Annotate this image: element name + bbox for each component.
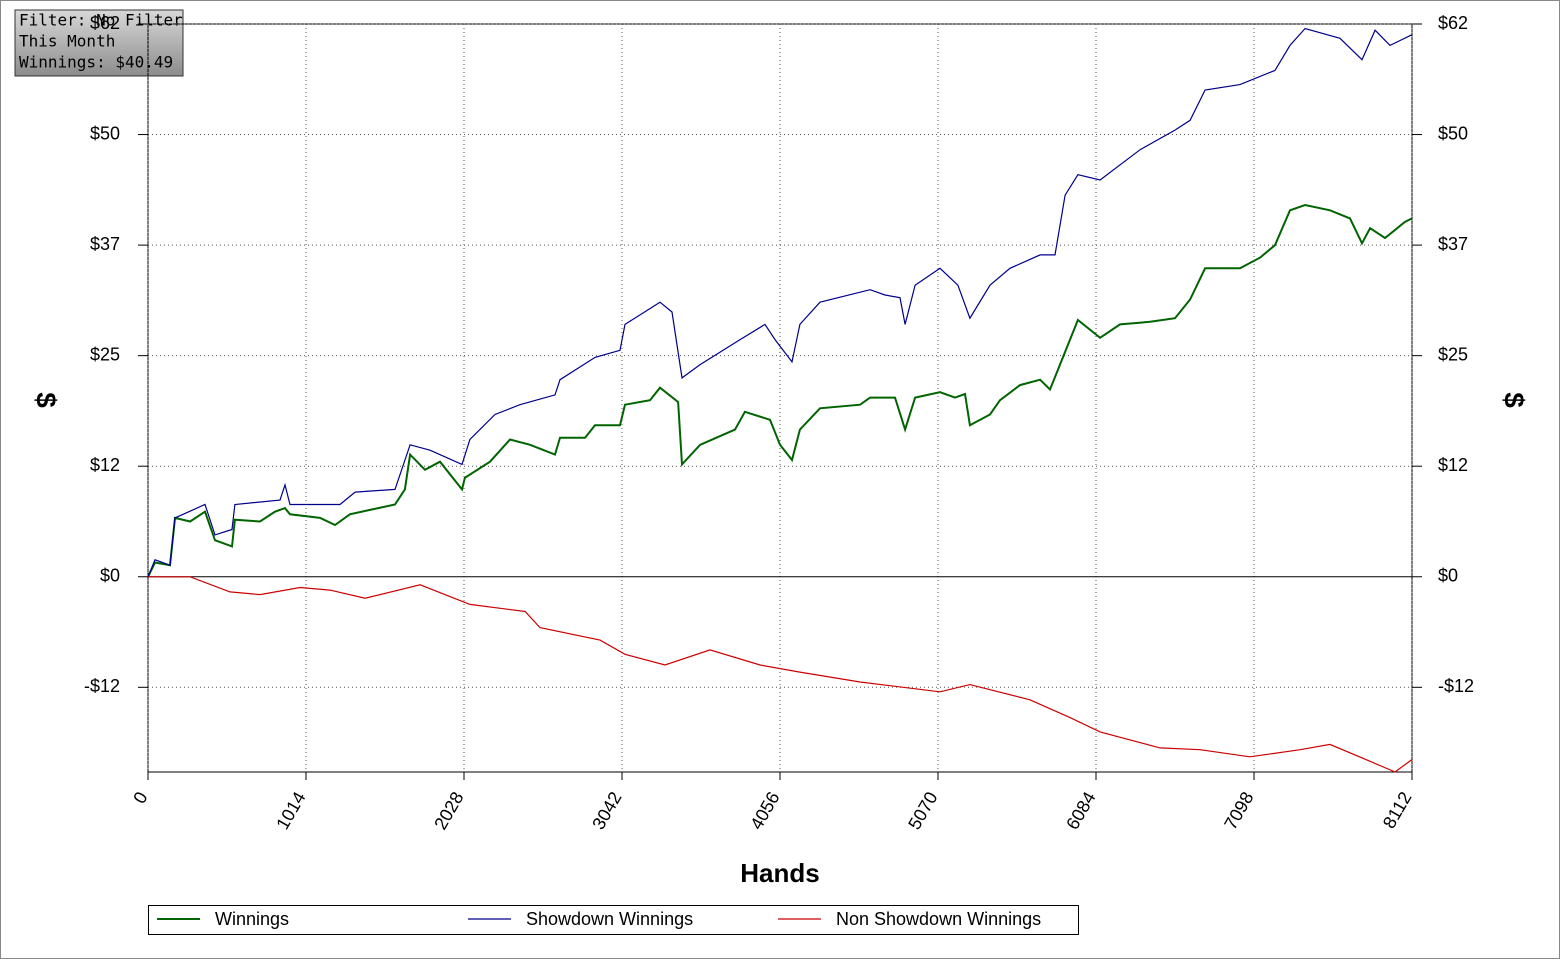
y2-tick-label: $37 <box>1438 234 1468 254</box>
y2-tick-label: $50 <box>1438 123 1468 143</box>
info-filter: Filter: No Filter <box>19 11 183 30</box>
x-axis-label: Hands <box>740 858 819 888</box>
legend-label: Showdown Winnings <box>526 909 693 929</box>
y-tick-label: $50 <box>90 123 120 143</box>
y-tick-label: $12 <box>90 455 120 475</box>
series-line <box>148 576 1413 773</box>
info-period: This Month <box>19 32 115 51</box>
legend <box>148 905 1079 935</box>
legend-label: Winnings <box>215 909 289 929</box>
y-tick-label: $62 <box>90 13 120 33</box>
y-tick-label: -$12 <box>84 676 120 696</box>
y-tick-label: $25 <box>90 344 120 364</box>
y-tick-label: $0 <box>100 566 120 586</box>
y2-tick-label: $0 <box>1438 566 1458 586</box>
y2-axis-label: $ <box>1499 392 1530 408</box>
series-line <box>147 27 1413 578</box>
y-tick-label: $37 <box>90 234 120 254</box>
y2-tick-label: $25 <box>1438 344 1468 364</box>
y2-tick-label: $12 <box>1438 455 1468 475</box>
legend-label: Non Showdown Winnings <box>836 909 1041 929</box>
y-axis-label: $ <box>31 392 62 408</box>
info-winnings: Winnings: $40.49 <box>19 53 173 72</box>
y2-tick-label: $62 <box>1438 13 1468 33</box>
info-box <box>14 9 184 77</box>
y2-tick-label: -$12 <box>1438 676 1474 696</box>
series-line <box>147 203 1413 578</box>
